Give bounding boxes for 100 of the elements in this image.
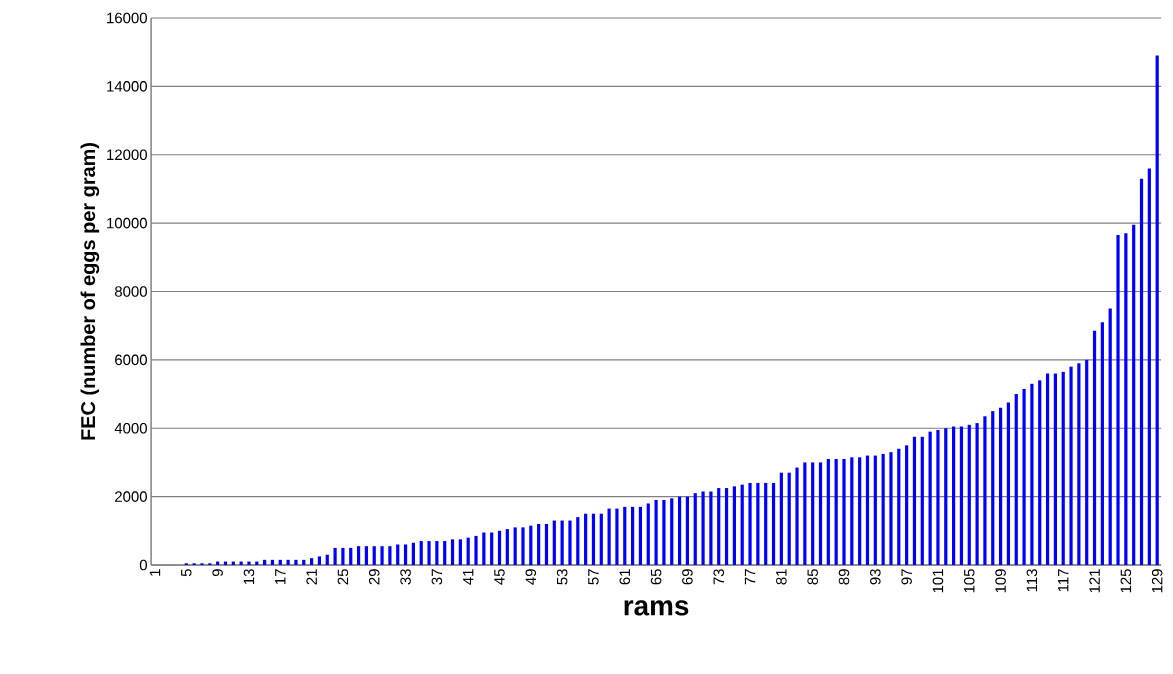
bar bbox=[638, 506, 643, 565]
bar bbox=[646, 503, 650, 565]
x-tick-label: 9 bbox=[212, 569, 223, 577]
x-tick-label: 21 bbox=[306, 569, 317, 585]
x-tick-label: 17 bbox=[275, 569, 286, 584]
bar bbox=[897, 448, 901, 565]
bar bbox=[1100, 322, 1104, 565]
bar bbox=[458, 539, 462, 565]
y-tick-label: 8000 bbox=[114, 286, 147, 297]
bar bbox=[1155, 55, 1159, 565]
bar bbox=[333, 547, 337, 565]
y-tick-label: 2000 bbox=[115, 491, 147, 502]
bar bbox=[764, 482, 768, 565]
bar bbox=[677, 496, 682, 565]
bar bbox=[247, 561, 251, 565]
bar bbox=[1124, 233, 1128, 565]
bar bbox=[356, 546, 361, 565]
x-tick-label: 81 bbox=[776, 569, 787, 585]
bar bbox=[685, 496, 690, 565]
bar bbox=[325, 554, 329, 565]
bar bbox=[505, 529, 509, 565]
bar bbox=[403, 544, 408, 565]
bar bbox=[959, 426, 964, 565]
bar bbox=[889, 452, 893, 565]
bar bbox=[544, 523, 549, 565]
bar bbox=[670, 498, 674, 565]
bar bbox=[623, 506, 627, 565]
bar bbox=[975, 423, 979, 565]
bar bbox=[928, 431, 932, 565]
bar bbox=[497, 530, 502, 565]
bar bbox=[811, 462, 815, 565]
y-tick-label: 4000 bbox=[114, 422, 147, 434]
bar bbox=[756, 482, 760, 565]
bar bbox=[584, 513, 588, 565]
bar bbox=[944, 428, 948, 565]
bar bbox=[771, 482, 776, 565]
x-tick-label: 77 bbox=[744, 569, 756, 585]
bar bbox=[795, 467, 799, 565]
bar bbox=[881, 453, 885, 565]
bar bbox=[294, 559, 298, 565]
bar bbox=[521, 527, 525, 565]
x-tick-label: 113 bbox=[1026, 569, 1038, 592]
x-tick-label: 1 bbox=[149, 569, 161, 576]
y-tick-label: 14000 bbox=[107, 81, 147, 92]
bar bbox=[1092, 330, 1097, 565]
bar bbox=[591, 513, 596, 565]
bar bbox=[865, 455, 870, 565]
bar bbox=[1147, 168, 1151, 565]
bar bbox=[873, 455, 877, 565]
x-tick-label: 73 bbox=[713, 569, 725, 585]
bar bbox=[427, 541, 431, 565]
bar bbox=[1038, 380, 1042, 565]
bar bbox=[1030, 383, 1034, 565]
bar bbox=[1006, 402, 1011, 565]
bar bbox=[1077, 363, 1081, 565]
x-tick-label: 101 bbox=[932, 569, 944, 593]
bar bbox=[317, 556, 322, 565]
bar bbox=[474, 535, 478, 565]
bar bbox=[560, 520, 564, 565]
bar bbox=[396, 544, 400, 565]
x-tick-label: 13 bbox=[243, 569, 255, 584]
y-tick-label: 0 bbox=[139, 559, 147, 571]
y-tick-label: 6000 bbox=[115, 354, 147, 366]
x-tick-label: 61 bbox=[619, 569, 631, 585]
bar bbox=[998, 407, 1003, 565]
bar bbox=[1069, 366, 1073, 565]
x-tick-label: 97 bbox=[901, 569, 912, 585]
bar bbox=[552, 520, 556, 565]
x-tick-label: 53 bbox=[556, 569, 568, 585]
bar bbox=[607, 508, 611, 565]
x-tick-label: 33 bbox=[400, 569, 411, 585]
x-tick-label: 121 bbox=[1089, 569, 1100, 593]
bar bbox=[1116, 235, 1120, 565]
bar bbox=[912, 436, 917, 565]
bar bbox=[466, 537, 470, 565]
bar bbox=[286, 559, 290, 565]
bar bbox=[1139, 178, 1144, 565]
bar bbox=[302, 559, 306, 565]
x-axis-title: rams bbox=[624, 600, 689, 616]
bar bbox=[732, 486, 736, 565]
bar bbox=[1045, 373, 1050, 565]
bar bbox=[411, 542, 415, 565]
bar bbox=[717, 488, 721, 565]
bar bbox=[748, 482, 752, 565]
bar bbox=[803, 462, 807, 565]
bar bbox=[1022, 388, 1026, 565]
bar bbox=[615, 508, 619, 565]
bar bbox=[983, 416, 987, 565]
bar bbox=[482, 532, 486, 565]
y-tick-label: 16000 bbox=[107, 12, 147, 24]
bar bbox=[568, 520, 572, 565]
bar bbox=[654, 500, 658, 565]
y-axis-title: FEC (number of eggs per gram) bbox=[80, 143, 100, 440]
x-tick-label: 69 bbox=[682, 569, 693, 585]
bar bbox=[278, 559, 282, 565]
bar bbox=[380, 546, 384, 565]
bar bbox=[443, 541, 447, 565]
bar bbox=[1061, 371, 1065, 565]
bar bbox=[701, 491, 705, 565]
bar bbox=[1108, 308, 1112, 565]
